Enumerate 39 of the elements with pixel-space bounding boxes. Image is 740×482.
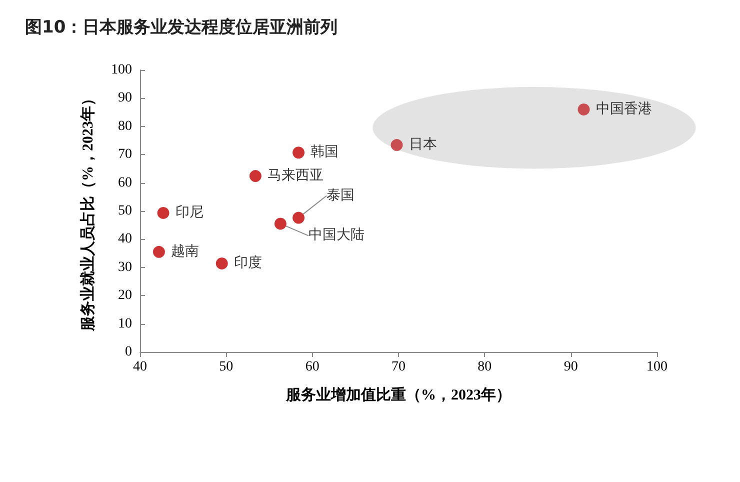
x-tick-label: 70 bbox=[392, 360, 406, 374]
series-label: 日本 bbox=[408, 136, 437, 153]
series-label: 马来西亚 bbox=[267, 168, 324, 184]
y-tick-label: 60 bbox=[118, 175, 132, 190]
x-tick-label: 50 bbox=[219, 360, 234, 374]
x-tick-label: 90 bbox=[564, 360, 578, 374]
series-label: 印尼 bbox=[175, 204, 204, 220]
point bbox=[292, 146, 305, 159]
y-tick-label: 100 bbox=[111, 62, 132, 78]
point bbox=[249, 170, 262, 182]
y-tick-label: 0 bbox=[125, 344, 132, 360]
y-tick-label: 10 bbox=[118, 316, 132, 332]
y-tick-label: 20 bbox=[118, 288, 132, 304]
point bbox=[152, 246, 165, 258]
y-tick-label: 30 bbox=[118, 260, 132, 275]
point bbox=[216, 257, 228, 270]
x-tick-label: 40 bbox=[133, 360, 147, 374]
x-tick-label: 60 bbox=[305, 360, 320, 374]
point bbox=[390, 139, 403, 152]
series-label: 印度 bbox=[234, 254, 262, 271]
series-label: 韩国 bbox=[310, 144, 339, 160]
point bbox=[292, 212, 305, 224]
series-label: 越南 bbox=[170, 243, 199, 260]
point bbox=[578, 103, 590, 116]
chart-title: 图10：日本服务业发达程度位居亚洲前列 bbox=[25, 18, 338, 38]
y-axis-title: 服务业就业人员占比（%，2023年） bbox=[80, 91, 96, 332]
y-tick-label: 90 bbox=[118, 90, 132, 106]
y-tick-label: 40 bbox=[118, 232, 132, 247]
point bbox=[157, 206, 170, 219]
series-label: 中国香港 bbox=[596, 100, 652, 117]
point bbox=[274, 218, 286, 230]
x-tick-label: 80 bbox=[478, 360, 492, 374]
y-tick-label: 70 bbox=[118, 147, 132, 162]
x-axis-title: 服务业增加值比重（%，2023年） bbox=[285, 386, 511, 404]
y-tick-label: 50 bbox=[118, 204, 132, 218]
y-tick-label: 80 bbox=[118, 118, 132, 134]
x-tick-label: 100 bbox=[646, 360, 668, 374]
series-label: 泰国 bbox=[326, 187, 355, 204]
series-label: 中国大陆 bbox=[308, 227, 364, 244]
